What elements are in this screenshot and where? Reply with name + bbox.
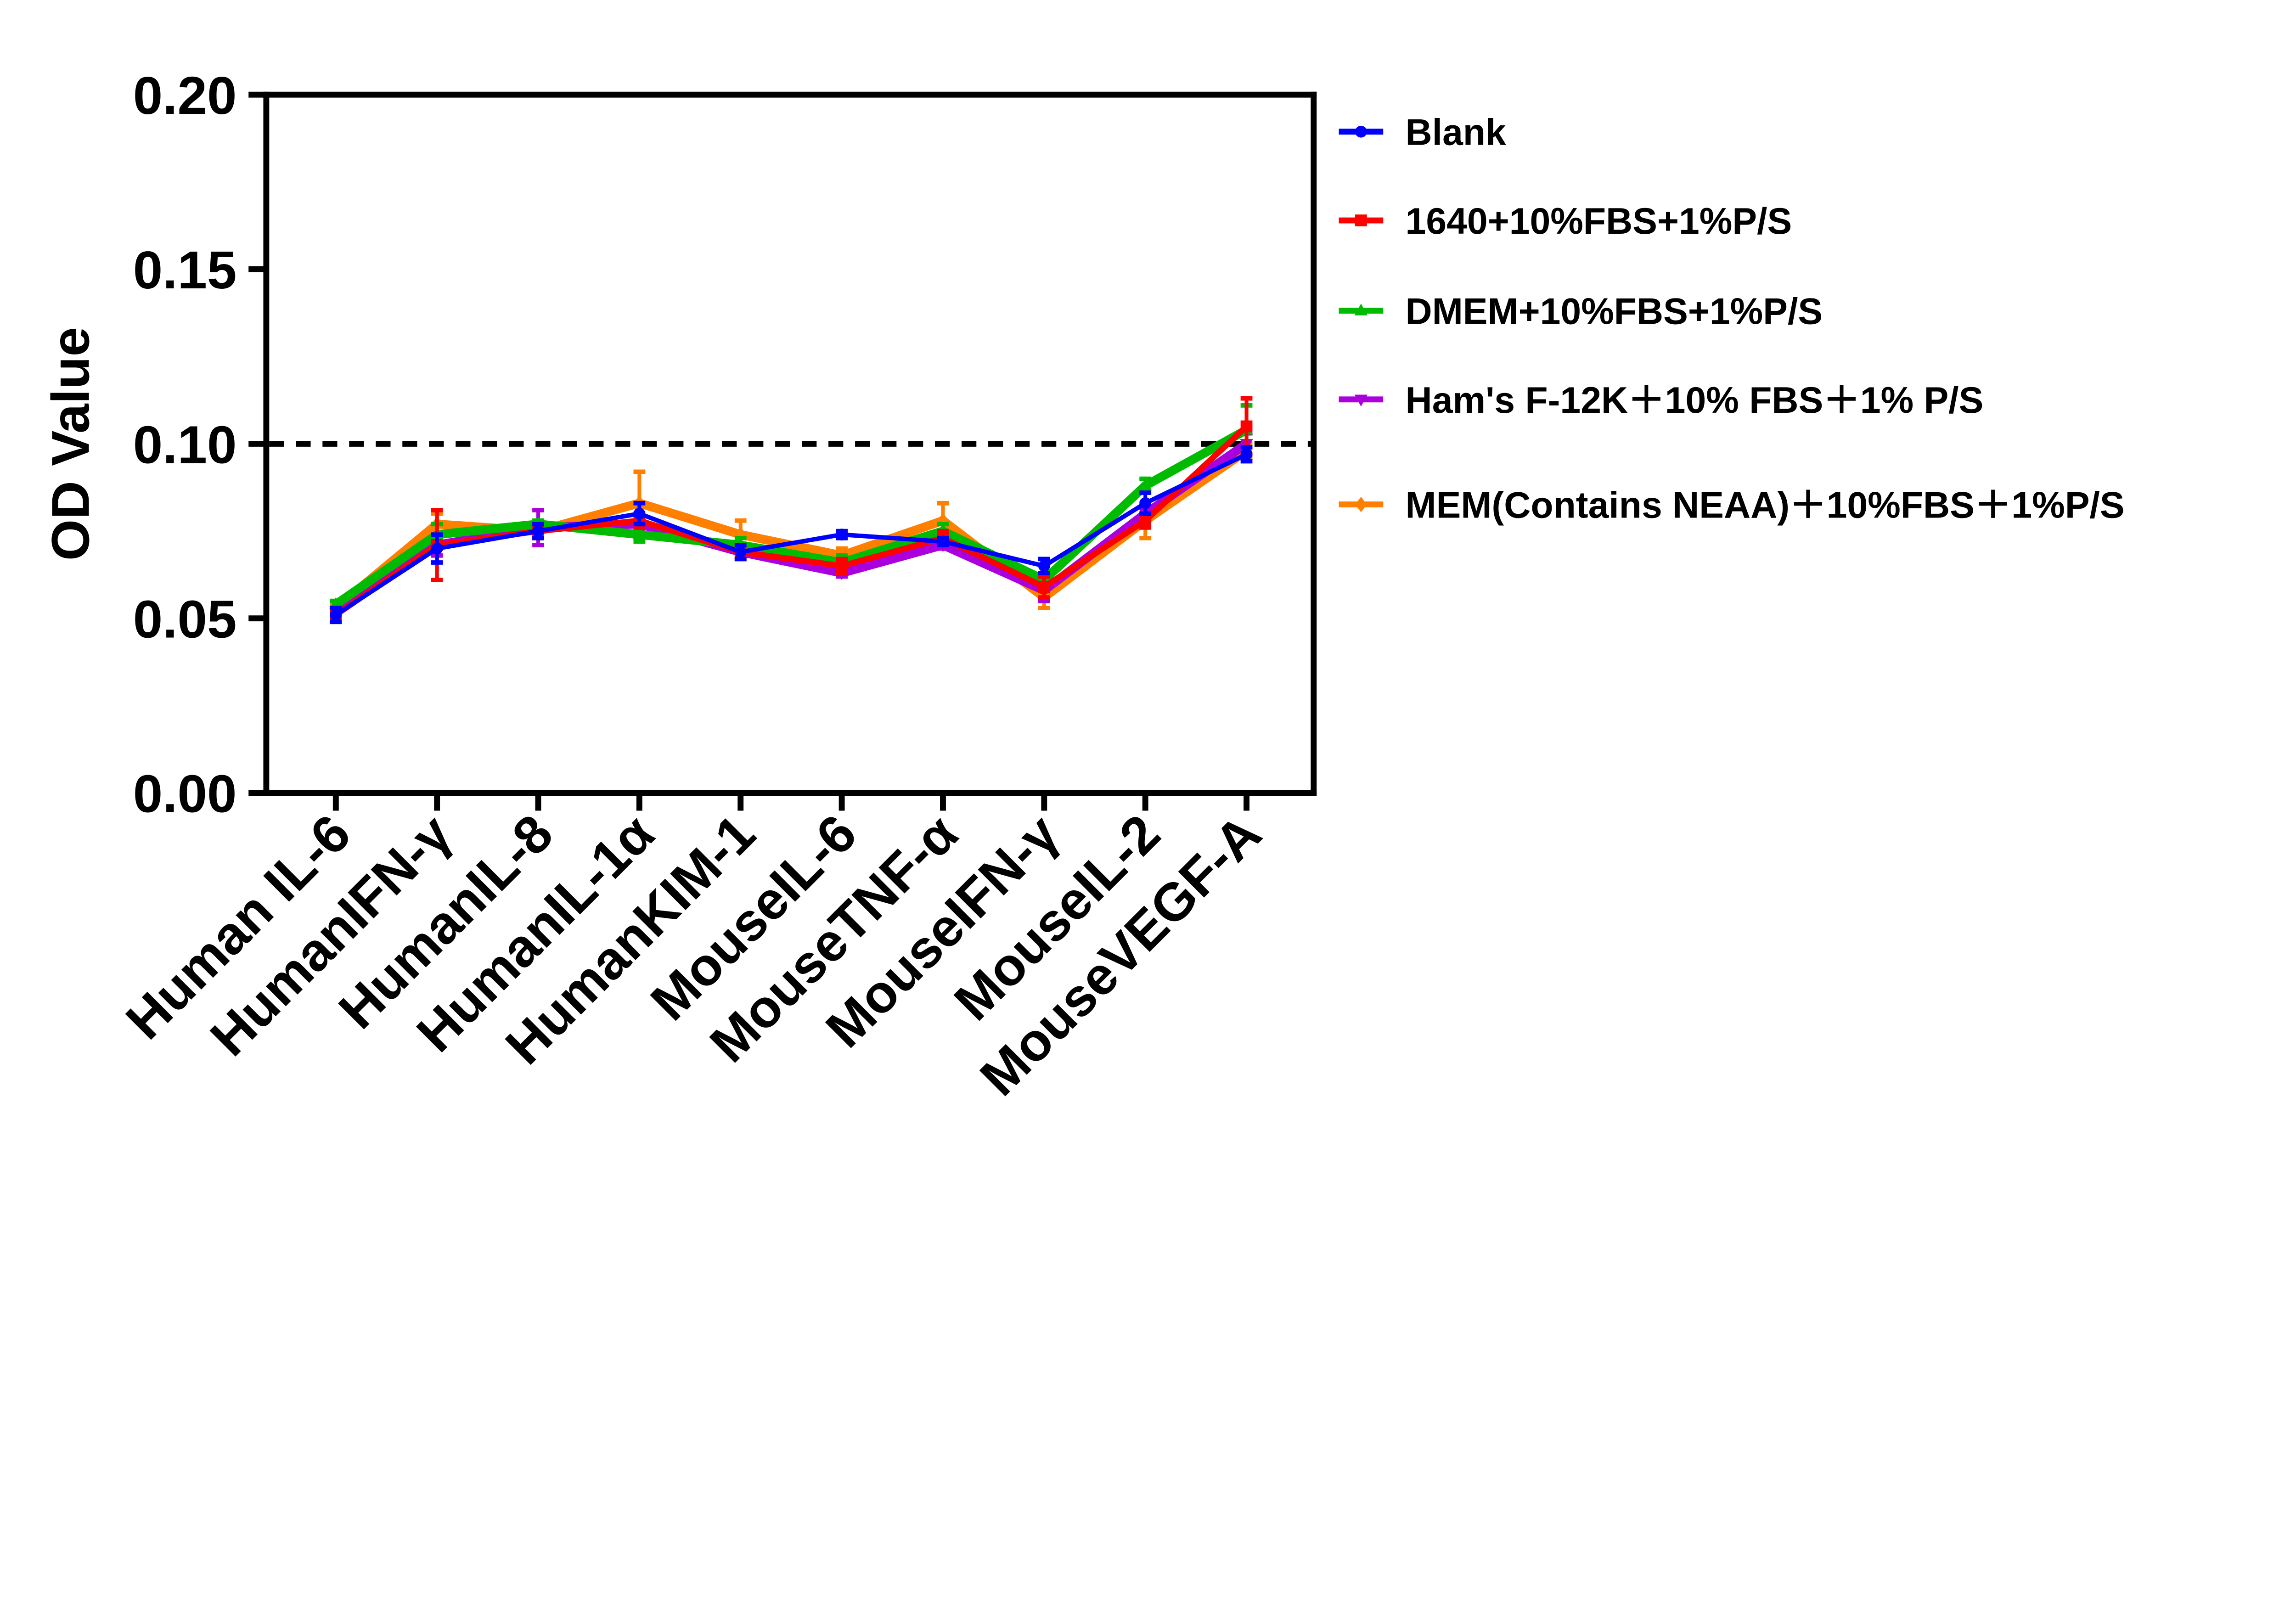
marker-circle <box>1355 125 1367 138</box>
marker-square <box>1038 581 1050 593</box>
y-tick-label: 0.05 <box>133 590 237 649</box>
marker-circle <box>836 529 848 541</box>
legend-item: Blank <box>1339 112 1506 153</box>
marker-circle <box>633 507 646 520</box>
y-ticks: 0.00 0.05 0.10 0.15 0.20 <box>133 66 266 824</box>
series-0 <box>330 445 1253 624</box>
series-2 <box>329 403 1253 610</box>
y-tick-label: 0.15 <box>133 240 237 300</box>
legend-label: DMEM+10%FBS+1%P/S <box>1406 291 1823 332</box>
series-line <box>333 426 1249 608</box>
marker-square <box>836 560 848 572</box>
legend-label: Ham's F-12K＋10% FBS＋1% P/S <box>1406 380 1984 421</box>
legend-item: Ham's F-12K＋10% FBS＋1% P/S <box>1339 380 1984 421</box>
legend-label: MEM(Contains NEAA)＋10%FBS＋1%P/S <box>1406 485 2125 526</box>
marker-square <box>1355 214 1367 226</box>
marker-diamond <box>1355 496 1367 512</box>
marker-circle <box>734 546 747 558</box>
legend-label: 1640+10%FBS+1%P/S <box>1406 201 1792 242</box>
legend-item: 1640+10%FBS+1%P/S <box>1339 201 1792 242</box>
legend: Blank 1640+10%FBS+1%P/S DMEM+10%FBS+1%P/S H… <box>1339 112 2125 526</box>
marker-circle <box>1139 497 1152 509</box>
marker-circle <box>937 535 949 548</box>
marker-triangle-up <box>633 527 646 540</box>
y-tick-label: 0.10 <box>133 415 237 474</box>
y-tick-label: 0.20 <box>133 66 237 125</box>
marker-triangle-down <box>1354 394 1368 407</box>
line-chart: OD Value 0.00 0.05 0.10 0.15 0.20 Human IL-6… <box>40 66 2125 1107</box>
y-axis-label: OD Value <box>40 327 100 561</box>
legend-label: Blank <box>1406 112 1507 153</box>
marker-triangle-up <box>1354 304 1368 315</box>
marker-circle <box>532 525 544 537</box>
legend-item: DMEM+10%FBS+1%P/S <box>1339 291 1823 332</box>
x-ticks: Human IL-6HumanIFN-γHumanIL-8HumanIL-1αH… <box>114 793 1272 1107</box>
plot-marks <box>269 396 1311 624</box>
marker-circle <box>1240 448 1253 461</box>
series-line <box>334 452 1248 617</box>
y-tick-label: 0.00 <box>133 764 237 824</box>
marker-square <box>1139 514 1152 527</box>
marker-circle <box>431 542 443 555</box>
marker-circle <box>330 609 342 621</box>
legend-item: MEM(Contains NEAA)＋10%FBS＋1%P/S <box>1339 485 2125 526</box>
marker-square <box>1240 420 1253 433</box>
marker-triangle-up <box>1139 478 1152 491</box>
marker-circle <box>1038 560 1050 572</box>
